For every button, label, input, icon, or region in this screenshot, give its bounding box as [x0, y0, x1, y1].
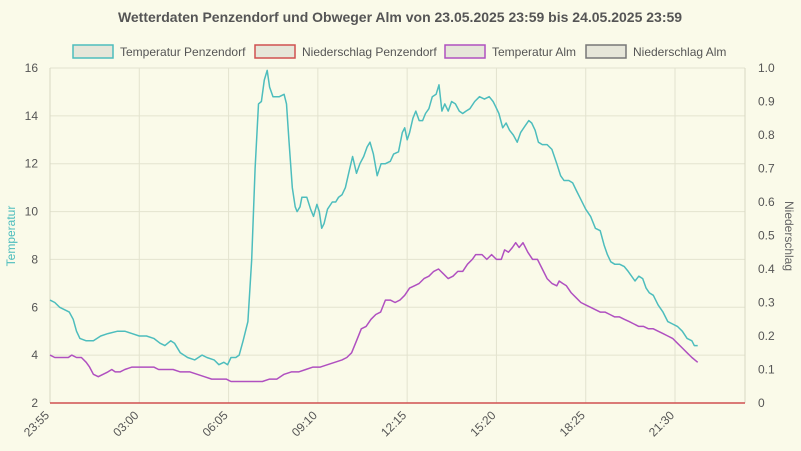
legend-swatch[interactable]: [254, 44, 296, 59]
y-right-tick-label: 0.4: [758, 262, 775, 276]
y-left-tick-label: 14: [25, 109, 39, 123]
y-left-tick-label: 10: [25, 205, 39, 219]
y-axis-left-ticks: 2 4 6 8 10 12 14 16: [25, 61, 39, 410]
y-right-tick-label: 0.9: [758, 95, 775, 109]
axes: [49, 68, 746, 403]
y-right-tick-label: 0.6: [758, 195, 775, 209]
y-right-tick-label: 0.2: [758, 329, 775, 343]
y-left-tick-label: 2: [31, 396, 38, 410]
y-left-tick-label: 16: [25, 61, 39, 75]
y-axis-right-ticks: 0 0.1 0.2 0.3 0.4 0.5 0.6 0.7 0.8 0.9 1.0: [758, 61, 775, 410]
chart-title: Wetterdaten Penzendorf und Obweger Alm v…: [118, 9, 682, 25]
y-right-tick-label: 0.8: [758, 128, 775, 142]
legend: Temperatur Penzendorf Niederschlag Penzen…: [72, 44, 726, 59]
y-left-tick-label: 8: [31, 252, 38, 266]
y-right-tick-label: 0: [758, 396, 765, 410]
y-right-tick-label: 0.7: [758, 162, 775, 176]
y-left-tick-label: 4: [31, 348, 38, 362]
legend-swatch[interactable]: [444, 44, 486, 59]
y-right-tick-label: 0.1: [758, 363, 775, 377]
y-right-tick-label: 0.3: [758, 296, 775, 310]
legend-label[interactable]: Niederschlag Penzendorf: [302, 45, 437, 59]
legend-swatch[interactable]: [585, 44, 627, 59]
y-left-tick-label: 6: [31, 300, 38, 314]
legend-label[interactable]: Temperatur Alm: [492, 45, 576, 59]
y-axis-right-title: Niederschlag: [782, 201, 796, 271]
y-axis-left-title: Temperatur: [4, 206, 18, 267]
series-line: [49, 241, 699, 383]
legend-label[interactable]: Temperatur Penzendorf: [120, 45, 246, 59]
legend-label[interactable]: Niederschlag Alm: [633, 45, 726, 59]
y-right-tick-label: 0.5: [758, 229, 775, 243]
series-lines: [49, 69, 745, 404]
y-left-tick-label: 12: [25, 157, 39, 171]
legend-swatch[interactable]: [72, 44, 114, 59]
series-line: [49, 69, 698, 366]
y-right-tick-label: 1.0: [758, 61, 775, 75]
